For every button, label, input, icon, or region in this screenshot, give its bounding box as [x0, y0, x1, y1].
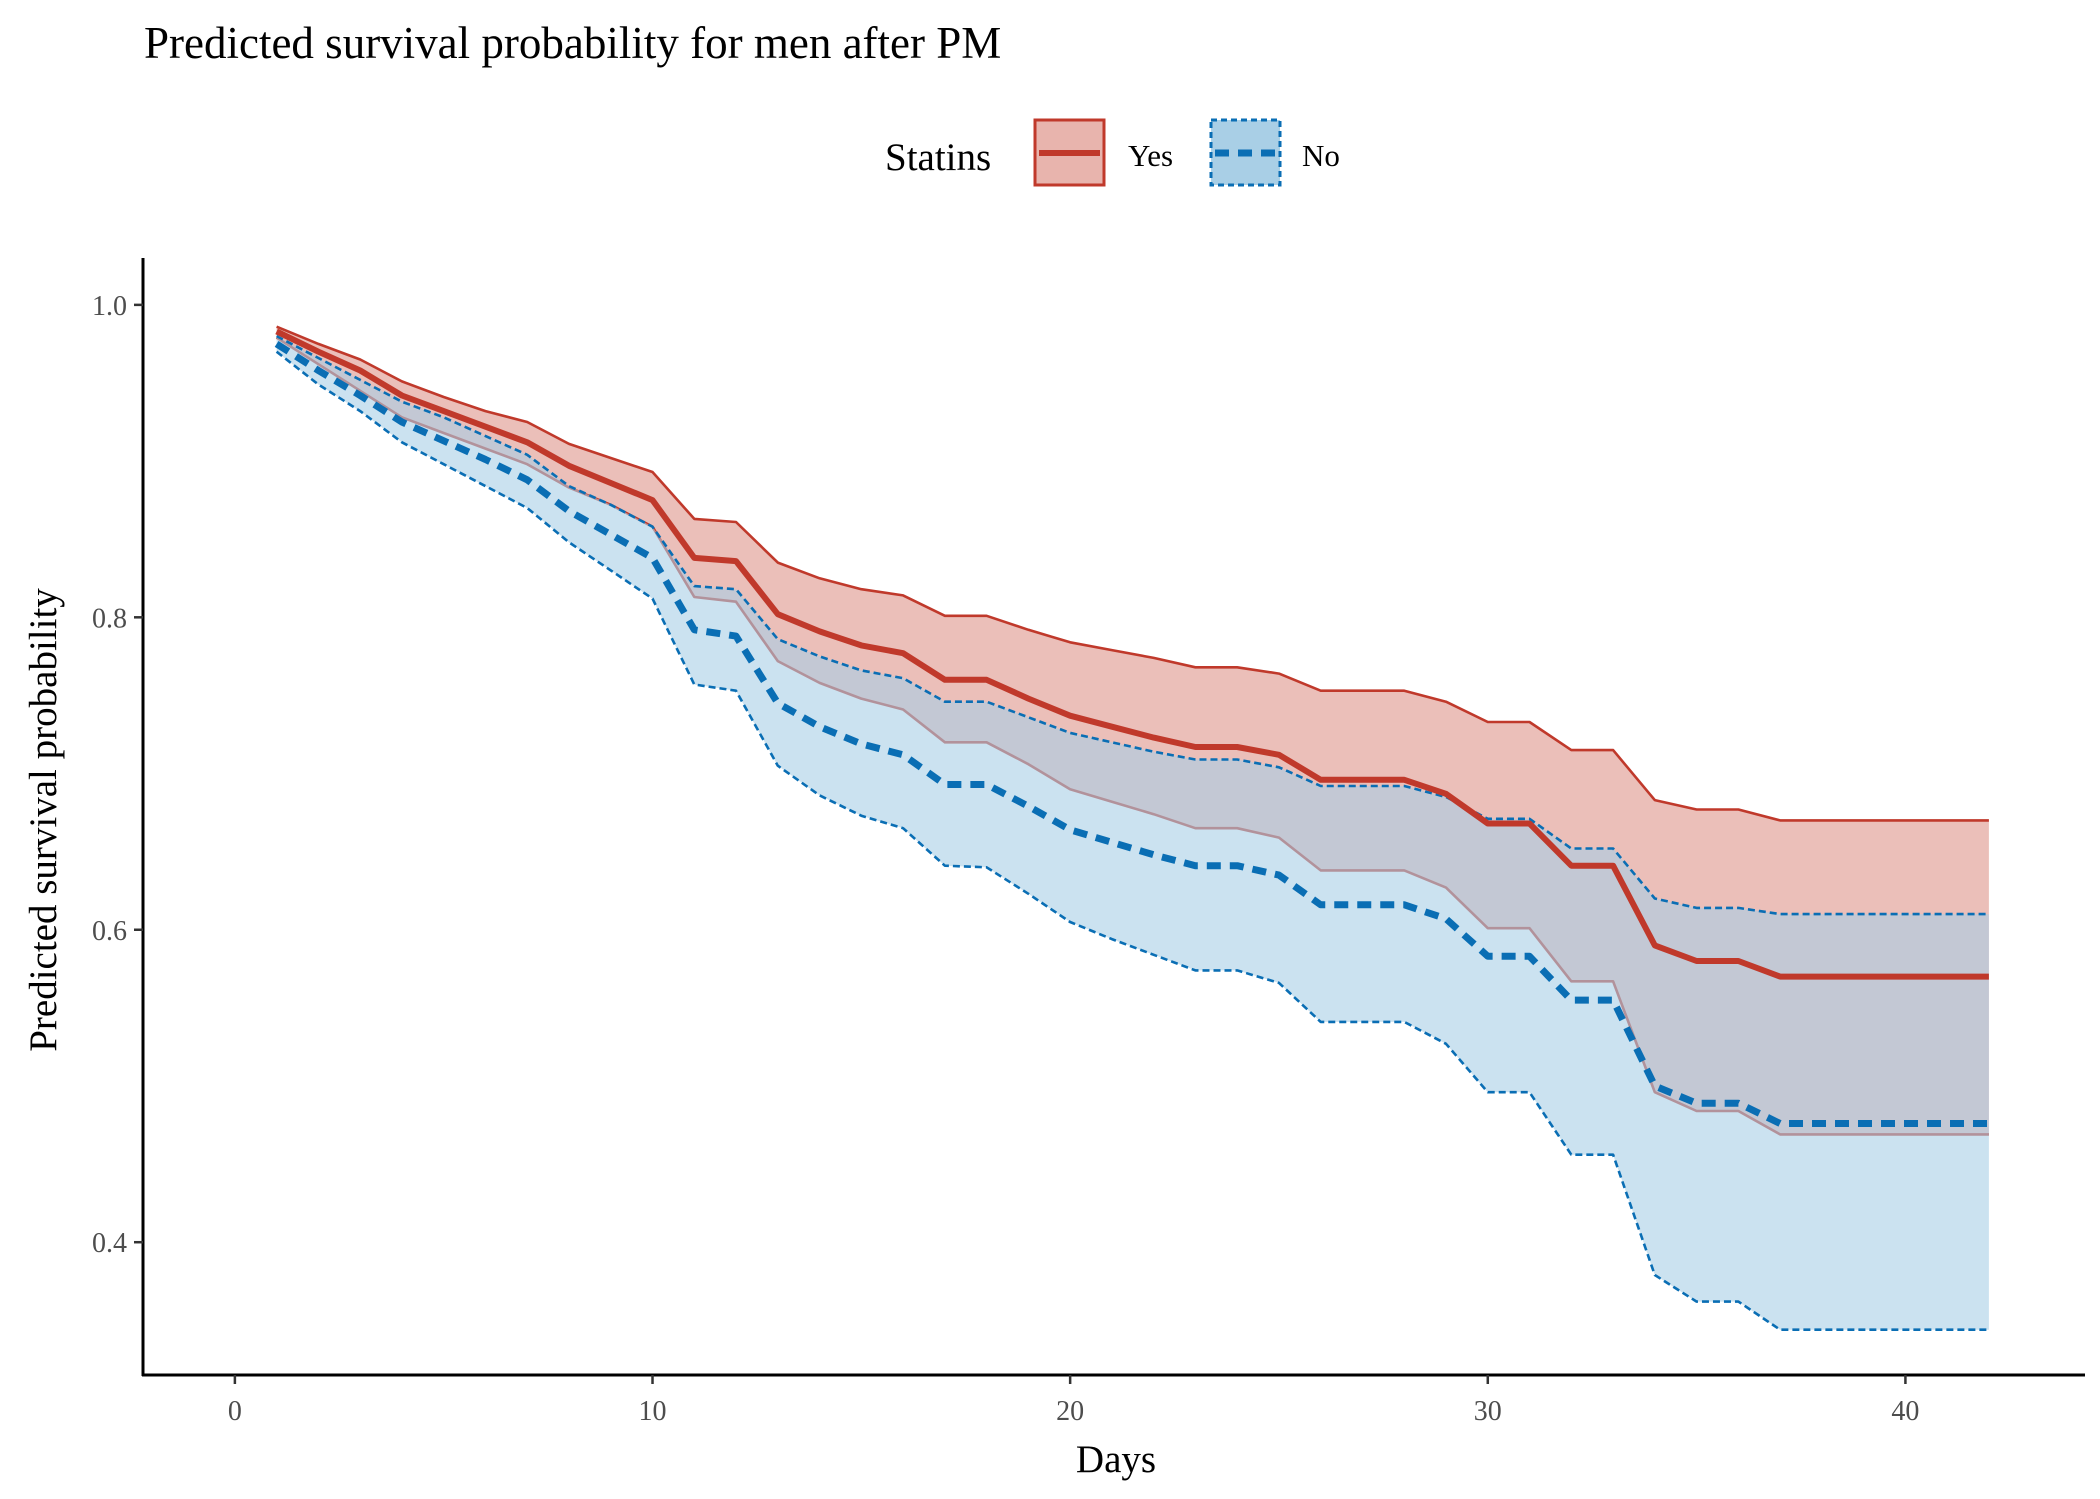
series-line-no — [274, 340, 1989, 1127]
y-tick-label: 0.8 — [92, 603, 127, 634]
survival-lines — [274, 328, 1989, 1127]
x-axis-title: Days — [1076, 1438, 1156, 1481]
legend-label-yes: Yes — [1128, 138, 1173, 173]
y-axis-title: Predicted survival probability — [22, 588, 65, 1052]
chart-title: Predicted survival probability for men a… — [144, 18, 1001, 68]
y-tick-label: 1.0 — [92, 291, 127, 322]
legend: Statins Yes No — [885, 118, 1340, 187]
legend-title: Statins — [885, 136, 991, 179]
ci-upper-yes — [276, 325, 1989, 822]
confidence-bands — [275, 325, 1989, 1331]
ci-lower-no — [275, 350, 1989, 1331]
x-tick-label: 10 — [639, 1396, 667, 1427]
x-axis-ticks: 0 10 20 30 40 — [228, 1375, 1919, 1427]
x-tick-label: 30 — [1474, 1396, 1502, 1427]
legend-label-no: No — [1302, 138, 1340, 173]
y-axis-ticks: 0.4 0.6 0.8 1.0 — [92, 291, 143, 1259]
series-line-yes — [275, 328, 1989, 980]
y-tick-label: 0.4 — [92, 1228, 127, 1259]
ci-band-no — [276, 336, 1989, 1330]
x-tick-label: 20 — [1056, 1396, 1084, 1427]
y-tick-label: 0.6 — [92, 916, 127, 947]
x-tick-label: 0 — [228, 1396, 242, 1427]
x-tick-label: 40 — [1891, 1396, 1919, 1427]
ci-upper-no — [275, 334, 1989, 916]
